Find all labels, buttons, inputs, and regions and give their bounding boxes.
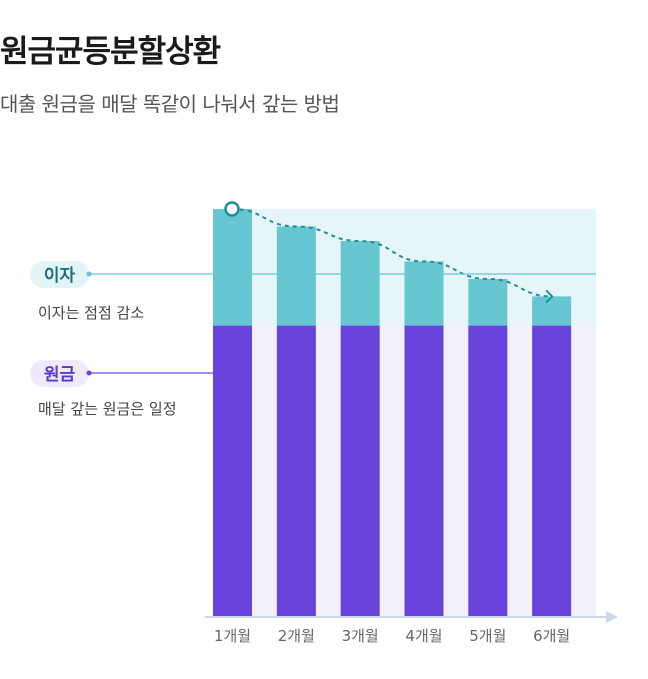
- principal-description: 매달 갚는 원금은 일정: [38, 400, 177, 418]
- x-tick-label: 1개월: [214, 627, 251, 645]
- x-axis-arrow: [606, 611, 618, 623]
- principal-label: 원금: [44, 365, 76, 385]
- principal-bar: [404, 325, 444, 617]
- interest-bar: [276, 226, 316, 326]
- principal-bar: [213, 325, 252, 617]
- trend-arrow-head: [545, 289, 554, 304]
- x-tick-label: 3개월: [342, 627, 379, 645]
- interest-bar: [468, 278, 508, 326]
- interest-bar: [404, 261, 444, 326]
- interest-label-pill: [30, 261, 89, 288]
- x-tick-label: 6개월: [533, 627, 570, 645]
- principal-bar: [276, 325, 316, 617]
- interest-label-dot: [86, 271, 92, 277]
- interest-label: 이자: [44, 266, 76, 286]
- interest-trend-line: [231, 208, 553, 298]
- interest-bar: [213, 209, 252, 326]
- trend-start-marker: [224, 201, 240, 217]
- principal-bar: [468, 325, 508, 617]
- chart-legend: 이자 이자는 점점 감소 원금 매달 갚는 원금은 일정: [30, 261, 596, 418]
- page-title: 원금균등분할상환: [0, 34, 221, 70]
- principal-label-dot: [86, 370, 92, 376]
- interest-bar: [532, 296, 572, 326]
- x-tick-label: 2개월: [278, 627, 315, 645]
- principal-label-pill: [30, 360, 89, 387]
- chart-bars: [213, 209, 572, 617]
- principal-bar: [340, 325, 380, 617]
- x-axis: 1개월 2개월 3개월 4개월 5개월 6개월: [205, 611, 618, 645]
- interest-description: 이자는 점점 감소: [38, 304, 144, 322]
- interest-bar: [340, 241, 380, 326]
- x-tick-label: 5개월: [469, 627, 506, 645]
- x-tick-label: 4개월: [405, 627, 442, 645]
- principal-bar: [532, 325, 572, 617]
- page-subtitle: 대출 원금을 매달 똑같이 나눠서 갚는 방법: [0, 92, 340, 116]
- chart-overlay: [224, 201, 554, 304]
